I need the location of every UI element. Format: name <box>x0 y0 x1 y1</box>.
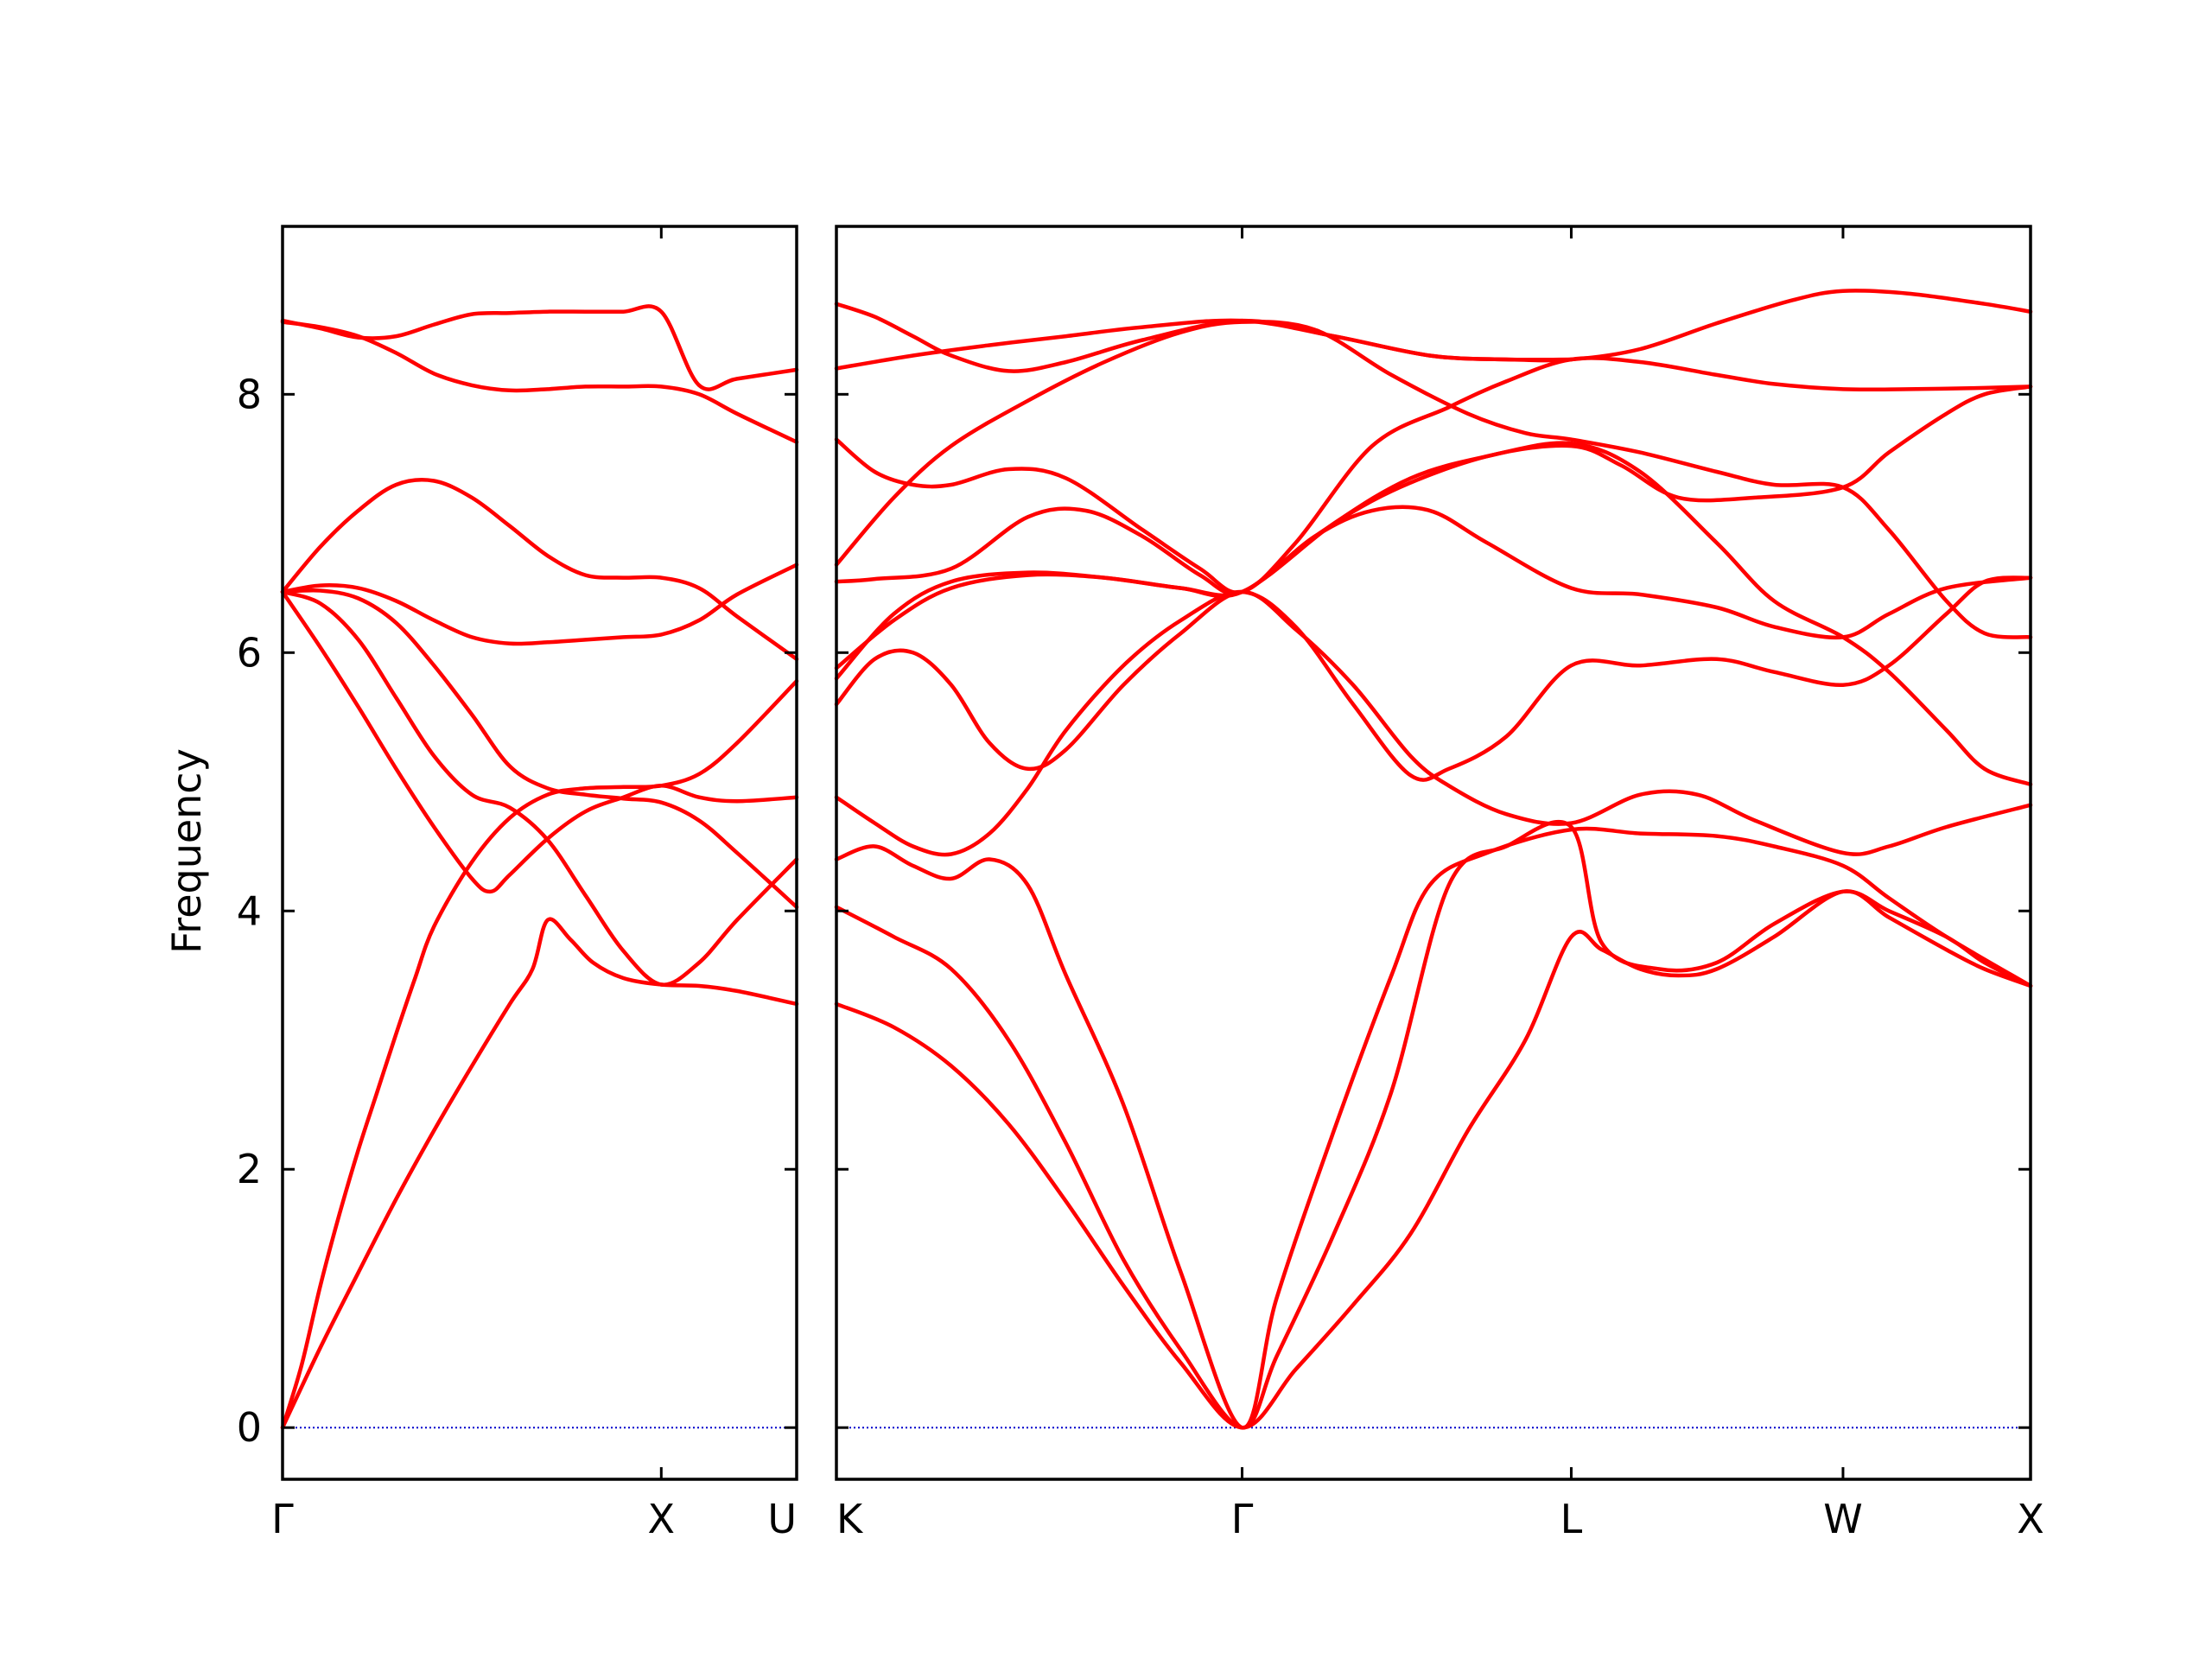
axis-ticks <box>281 226 2032 1479</box>
plot-frame <box>281 225 798 1481</box>
band-line-0-2 <box>280 589 799 894</box>
band-line-0-3 <box>280 589 799 987</box>
band-line-1-3 <box>834 575 2033 857</box>
x-path-label: U <box>767 1496 797 1542</box>
band-line-1-8 <box>834 356 2033 595</box>
band-line-1-0 <box>834 889 2033 1430</box>
band-line-0-0 <box>280 917 799 1430</box>
x-path-label: K <box>836 1496 864 1542</box>
x-path-label: W <box>1823 1496 1862 1542</box>
y-tick-label: 6 <box>237 629 262 676</box>
y-axis-label: Frequency <box>163 748 210 954</box>
y-tick-label: 2 <box>237 1146 262 1192</box>
band-line-0-4 <box>280 588 799 910</box>
band-line-1-11 <box>834 302 1573 373</box>
band-line-0-5 <box>280 563 799 646</box>
band-line-0-1 <box>280 678 799 1430</box>
y-tick-label: 4 <box>237 887 262 934</box>
band-line-0-6 <box>280 478 799 662</box>
band-line-1-4 <box>834 589 2033 856</box>
band-line-1-7 <box>834 385 2033 596</box>
band-line-1-6 <box>834 441 2033 787</box>
x-path-label: X <box>648 1496 676 1542</box>
band-line-1-9 <box>834 320 2033 639</box>
band-line-1-2 <box>834 826 2033 1430</box>
phonon-bands <box>280 289 2033 1430</box>
y-tick-labels: 0 2 4 6 8 <box>237 371 262 1451</box>
plot-frame <box>835 225 2032 1481</box>
x-path-label: L <box>1560 1496 1583 1542</box>
band-line-0-7 <box>280 320 799 444</box>
band-line-1-5 <box>834 505 2033 671</box>
x-path-label: Γ <box>271 1496 294 1542</box>
plot-frames <box>281 225 2032 1481</box>
y-tick-label: 0 <box>237 1404 262 1451</box>
band-line-1-1 <box>834 819 2033 1430</box>
x-path-label: Γ <box>1231 1496 1254 1542</box>
band-line-0-8 <box>280 304 799 391</box>
x-path-label: X <box>2017 1496 2044 1542</box>
y-tick-label: 8 <box>237 371 262 417</box>
